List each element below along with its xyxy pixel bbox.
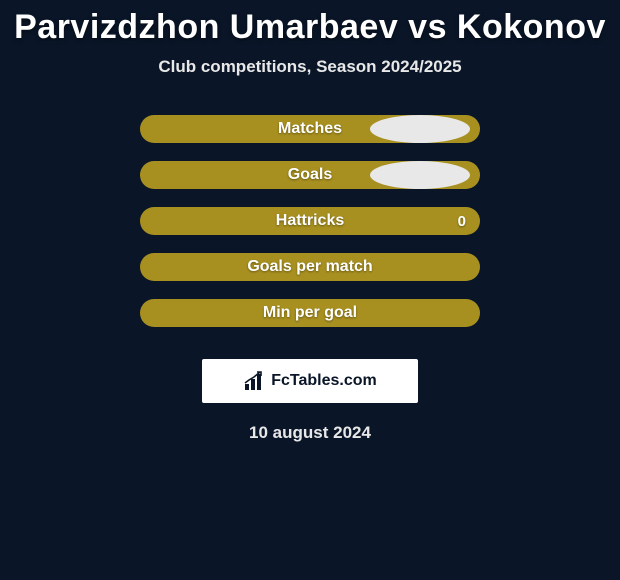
- stat-label: Hattricks: [276, 212, 344, 230]
- stat-row: Matches: [140, 115, 480, 143]
- stat-row: Goals per match: [140, 253, 480, 281]
- brand-text: FcTables.com: [271, 372, 377, 390]
- stat-label: Goals: [288, 166, 332, 184]
- page-subtitle: Club competitions, Season 2024/2025: [158, 57, 461, 77]
- stat-rows: Matches Goals0 Hattricks 0 Goals per match Mi…: [140, 115, 480, 345]
- stat-row: Goals0: [140, 161, 480, 189]
- bars-icon: [243, 370, 267, 392]
- stat-right-value: 0: [458, 213, 466, 230]
- right-value-ellipse: [370, 161, 470, 189]
- infographic-container: Parvizdzhon Umarbaev vs Kokonov Club com…: [0, 0, 620, 443]
- brand-logo: FcTables.com: [243, 370, 377, 392]
- stat-bar: Goals per match: [140, 253, 480, 281]
- stat-label: Min per goal: [263, 304, 357, 322]
- stat-row: Hattricks 0: [140, 207, 480, 235]
- right-value-ellipse: [370, 115, 470, 143]
- stat-row: Min per goal: [140, 299, 480, 327]
- stat-label: Goals per match: [247, 258, 372, 276]
- date-label: 10 august 2024: [249, 423, 371, 443]
- stat-bar: Hattricks 0: [140, 207, 480, 235]
- page-title: Parvizdzhon Umarbaev vs Kokonov: [14, 8, 606, 47]
- stat-label: Matches: [278, 120, 342, 138]
- stat-bar: Min per goal: [140, 299, 480, 327]
- brand-strip: FcTables.com: [202, 359, 418, 403]
